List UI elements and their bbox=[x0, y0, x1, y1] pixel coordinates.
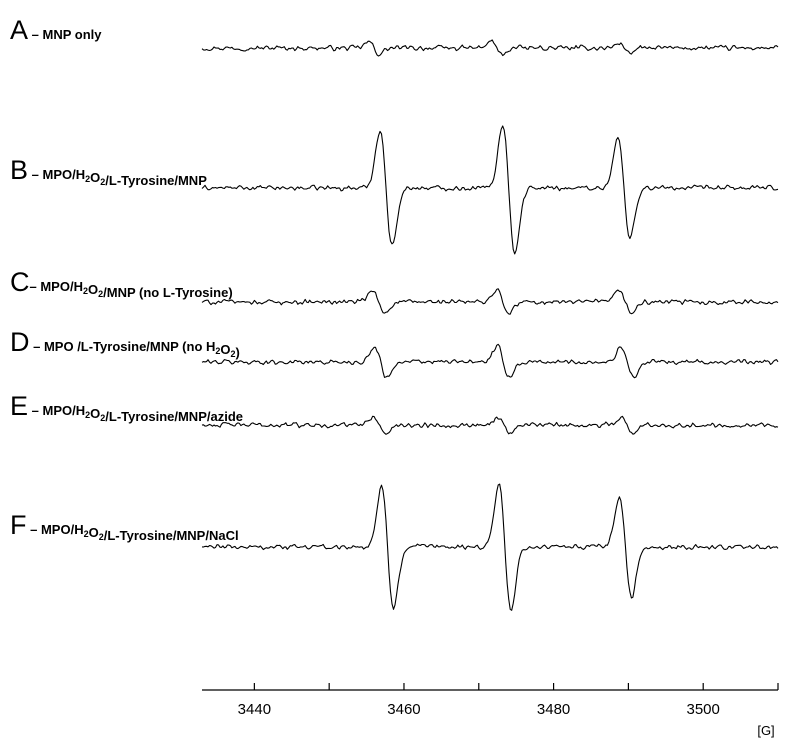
panel-label-text: 2 bbox=[98, 289, 103, 299]
x-axis: 3440 3460 3480 3500 [G] bbox=[202, 683, 779, 738]
panel-label-d: D – MPO /L-Tyrosine/MNP (no H2O2) bbox=[10, 327, 240, 360]
panel-label-e: E – MPO/H2O2/L-Tyrosine/MNP/azide bbox=[10, 391, 243, 424]
panel-label-text: MNP only bbox=[42, 27, 102, 42]
panel-label-text: 2 bbox=[84, 529, 89, 539]
panel-label-text: MPO/H bbox=[42, 167, 85, 182]
panel-label-text: 2 bbox=[83, 286, 88, 296]
x-tick-label: 3460 bbox=[387, 701, 420, 718]
panel-label-b: B – MPO/H2O2/L-Tyrosine/MNP bbox=[10, 155, 207, 188]
panel-label-text: /L-Tyrosine/MNP/azide bbox=[105, 409, 243, 424]
x-tick-label: 3500 bbox=[687, 701, 720, 718]
panel-dash: – bbox=[30, 339, 44, 354]
panel-label-text: O bbox=[89, 525, 99, 540]
panel-label-text: O bbox=[88, 282, 98, 297]
panel-label-text: 2 bbox=[99, 532, 104, 542]
spectrum-trace-d bbox=[201, 343, 779, 379]
panel-label-text: MPO/H bbox=[40, 279, 83, 294]
panel-label-text: ) bbox=[236, 345, 240, 360]
panel-letter: C bbox=[10, 267, 30, 297]
panel-letter: A bbox=[10, 15, 28, 45]
panel-letter: E bbox=[10, 391, 28, 421]
panel-label-text: MPO/H bbox=[42, 403, 85, 418]
x-axis-ticks bbox=[253, 683, 779, 690]
panel-label-text: 2 bbox=[231, 349, 236, 359]
x-tick-label: 3440 bbox=[238, 701, 271, 718]
panel-label-text: 2 bbox=[100, 177, 105, 187]
panel-label-f: F – MPO/H2O2/L-Tyrosine/MNP/NaCl bbox=[10, 510, 239, 543]
panel-dash: – bbox=[30, 279, 41, 294]
panel-letter: D bbox=[10, 327, 30, 357]
panel-label-text: /MNP (no L-Tyrosine) bbox=[103, 285, 233, 300]
x-axis-unit-label: [G] bbox=[757, 723, 774, 738]
panel-label-text: 2 bbox=[85, 410, 90, 420]
panel-label-text: 2 bbox=[85, 174, 90, 184]
spectrum-traces bbox=[201, 39, 779, 611]
panel-label-text: /L-Tyrosine/MNP bbox=[105, 173, 207, 188]
panel-letter: F bbox=[10, 510, 27, 540]
spectrum-trace-b bbox=[201, 125, 779, 255]
x-axis-tick-labels: 3440 3460 3480 3500 bbox=[238, 701, 720, 718]
panel-label-text: 2 bbox=[100, 413, 105, 423]
spectrum-trace-f bbox=[201, 483, 779, 611]
panel-label-text: O bbox=[90, 170, 100, 185]
panel-dash: – bbox=[27, 522, 41, 537]
panel-label-text: 2 bbox=[215, 346, 220, 356]
x-tick-label: 3480 bbox=[537, 701, 570, 718]
panel-label-text: /L-Tyrosine/MNP/NaCl bbox=[104, 528, 239, 543]
spectrum-trace-c bbox=[201, 288, 779, 315]
panel-letter: B bbox=[10, 155, 28, 185]
spectrum-trace-a bbox=[201, 39, 779, 57]
panel-dash: – bbox=[28, 27, 42, 42]
panel-label-a: A – MNP only bbox=[10, 15, 102, 45]
panel-label-text: O bbox=[220, 342, 230, 357]
panel-label-text: MPO/H bbox=[41, 522, 84, 537]
panel-dash: – bbox=[28, 167, 42, 182]
panel-dash: – bbox=[28, 403, 42, 418]
panel-label-text: O bbox=[90, 406, 100, 421]
spectrum-trace-e bbox=[201, 415, 779, 435]
panel-label-text: MPO /L-Tyrosine/MNP (no H bbox=[44, 339, 215, 354]
panel-label-c: C– MPO/H2O2/MNP (no L-Tyrosine) bbox=[10, 267, 233, 300]
